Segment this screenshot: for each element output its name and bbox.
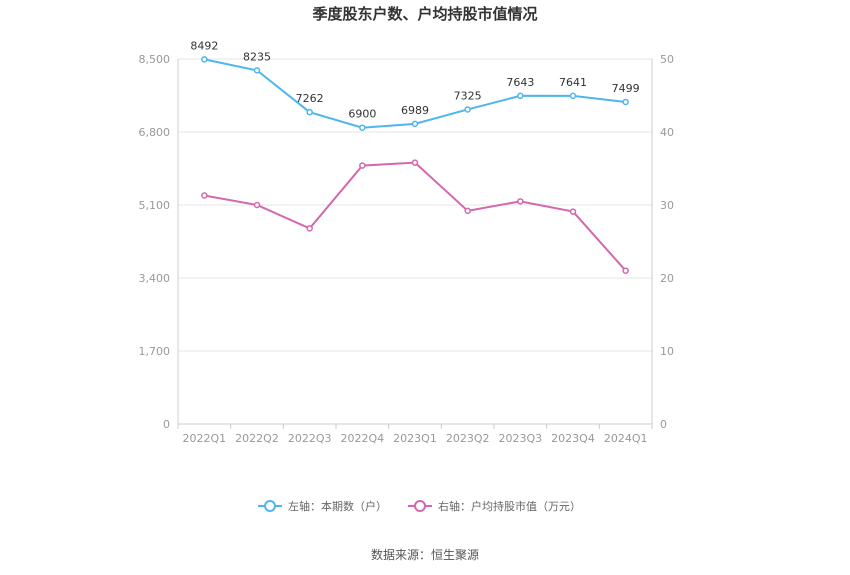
data-point [464, 106, 471, 113]
left-tick-label: 1,700 [139, 345, 171, 358]
data-label: 6900 [348, 108, 376, 121]
data-point [201, 192, 208, 199]
x-tick-label: 2023Q3 [499, 432, 543, 445]
data-label: 7641 [559, 76, 587, 89]
right-tick-label: 20 [660, 272, 674, 285]
data-point [253, 201, 261, 209]
grid-lines [178, 58, 652, 352]
series-layer: 8492 8235 7262 6900 6989 7325 7643 7641 7499 [190, 39, 640, 274]
data-point [622, 98, 629, 106]
right-tick-label: 30 [660, 199, 674, 212]
left-tick-label: 6,800 [139, 126, 171, 139]
chart-title: 季度股东户数、户均持股市值情况 [312, 5, 537, 23]
right-tick-label: 40 [660, 126, 674, 139]
data-point [306, 108, 313, 116]
data-label: 8235 [243, 50, 271, 63]
series-1: 8492 8235 7262 6900 6989 7325 7643 7641 7499 [190, 39, 640, 131]
x-tick-label: 2023Q2 [446, 432, 490, 445]
left-axis: 0 1,700 3,400 5,100 6,800 8,500 [139, 53, 171, 431]
data-label: 7643 [506, 76, 534, 89]
data-point [359, 124, 366, 131]
legend-item-1[interactable]: 左轴：本期数（户） [258, 499, 387, 513]
legend[interactable]: 左轴：本期数（户） 右轴：户均持股市值（万元） [258, 499, 581, 513]
x-tick-label: 2022Q4 [341, 432, 385, 445]
data-label: 7499 [612, 82, 640, 95]
data-point [569, 92, 577, 100]
legend-marker [264, 500, 276, 512]
left-tick-label: 3,400 [139, 272, 171, 285]
right-tick-label: 10 [660, 345, 674, 358]
left-tick-label: 8,500 [139, 53, 171, 66]
x-tick-label: 2022Q3 [288, 432, 332, 445]
data-point [411, 120, 419, 128]
series-2 [201, 159, 629, 274]
x-tick-label: 2022Q1 [183, 432, 227, 445]
data-label: 6989 [401, 104, 429, 117]
series-line [204, 58, 626, 129]
data-point [359, 162, 366, 169]
x-tick-label: 2022Q2 [235, 432, 279, 445]
left-tick-label: 0 [163, 418, 170, 431]
x-axis: 2022Q1 2022Q2 2022Q3 2022Q4 2023Q1 2023Q2 2023… [177, 59, 653, 445]
x-tick-label: 2023Q4 [551, 432, 595, 445]
data-source: 数据来源：恒生聚源 [371, 547, 479, 562]
right-axis: 0 10 20 30 40 50 [660, 53, 674, 431]
x-tick-label: 2023Q1 [393, 432, 437, 445]
right-tick-label: 0 [660, 418, 667, 431]
data-point [622, 267, 629, 274]
data-point [517, 92, 524, 100]
data-label: 7262 [296, 92, 324, 105]
data-label: 7325 [454, 89, 482, 102]
data-point [306, 225, 313, 232]
data-point [464, 207, 471, 215]
data-label: 8492 [190, 39, 218, 52]
data-point [517, 198, 524, 205]
legend-label: 左轴：本期数（户） [288, 499, 387, 513]
legend-marker [414, 500, 426, 512]
data-point [411, 159, 419, 166]
series-line [204, 161, 627, 272]
data-point [201, 56, 208, 63]
right-tick-label: 50 [660, 53, 674, 66]
x-tick-label: 2024Q1 [604, 432, 648, 445]
legend-item-2[interactable]: 右轴：户均持股市值（万元） [408, 499, 581, 513]
left-tick-label: 5,100 [139, 199, 171, 212]
legend-label: 右轴：户均持股市值（万元） [438, 499, 581, 513]
data-point [569, 208, 577, 215]
data-point [253, 67, 261, 74]
